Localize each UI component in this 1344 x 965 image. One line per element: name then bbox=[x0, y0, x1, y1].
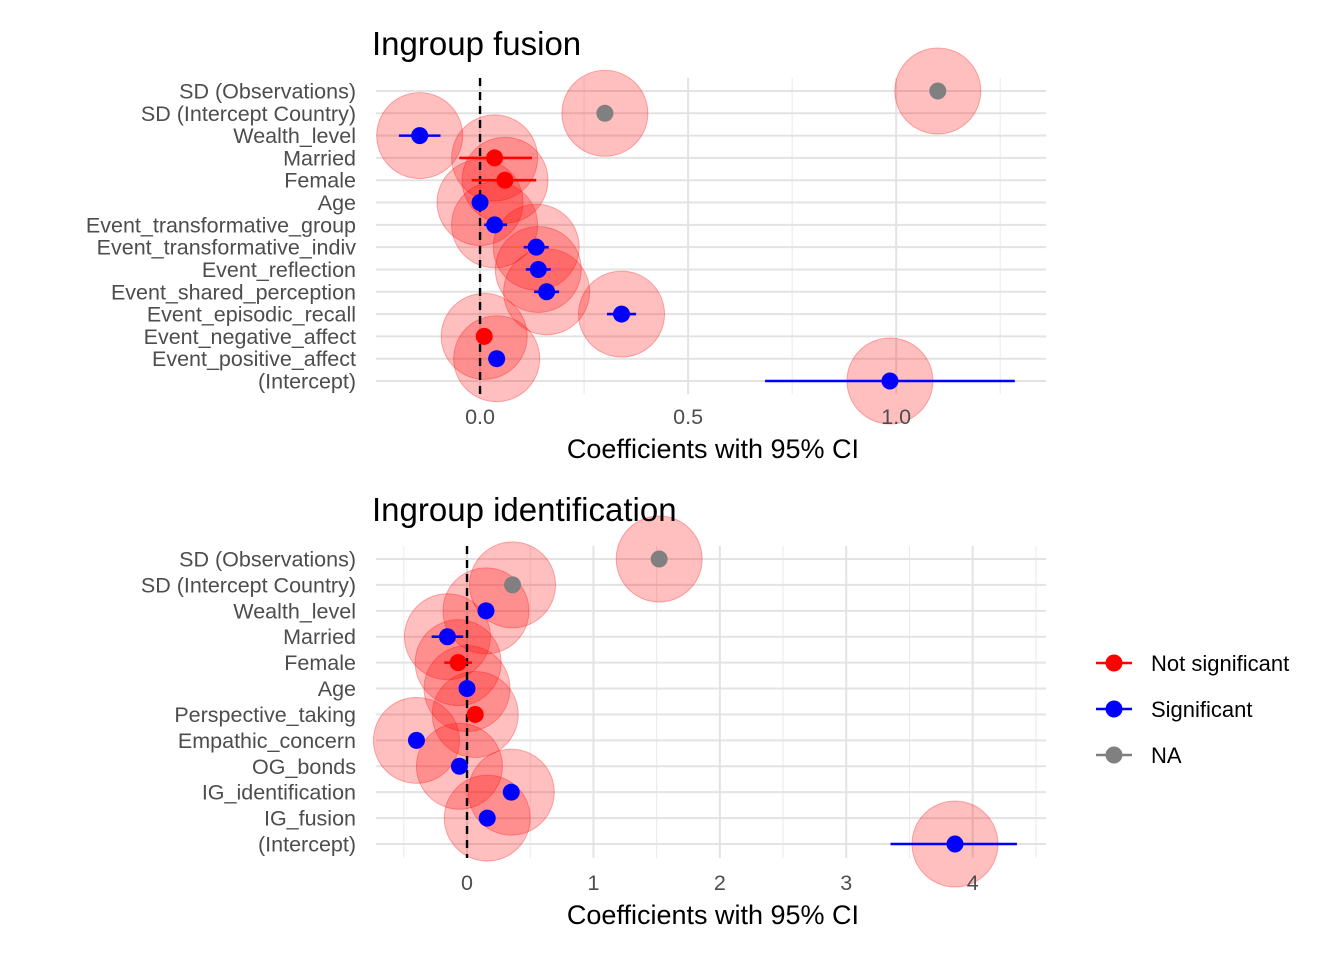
x-axis-title: Coefficients with 95% CI bbox=[567, 900, 859, 930]
y-tick-label: Wealth_level bbox=[233, 599, 356, 623]
y-tick-label: Married bbox=[283, 625, 356, 649]
y-tick-label: SD (Intercept Country) bbox=[141, 102, 356, 126]
legend-label: NA bbox=[1151, 743, 1182, 768]
y-tick-label: Event_negative_affect bbox=[144, 325, 356, 349]
x-tick-labels: 0 1 2 3 4 bbox=[461, 871, 979, 895]
y-tick-label: Married bbox=[283, 146, 356, 170]
legend-key-point bbox=[1105, 700, 1123, 718]
estimate-point bbox=[466, 705, 484, 723]
y-tick-label: Age bbox=[318, 191, 356, 215]
y-tick-label: (Intercept) bbox=[258, 370, 356, 394]
estimate-point bbox=[471, 194, 489, 212]
y-tick-label: (Intercept) bbox=[258, 833, 356, 857]
estimate-point bbox=[438, 628, 456, 646]
estimate-point bbox=[650, 550, 668, 568]
estimate-point bbox=[527, 238, 545, 256]
estimate-point bbox=[613, 305, 631, 323]
x-tick-label: 2 bbox=[714, 871, 726, 895]
x-tick-label: 0 bbox=[461, 871, 473, 895]
y-tick-labels: SD (Observations)SD (Intercept Country)W… bbox=[141, 548, 356, 857]
estimate-point bbox=[486, 149, 504, 167]
x-tick-labels: 0.0 0.5 1.0 bbox=[465, 405, 911, 429]
legend-label: Significant bbox=[1151, 697, 1253, 722]
x-tick-label: 1 bbox=[587, 871, 599, 895]
y-tick-label: OG_bonds bbox=[252, 755, 356, 779]
estimate-point bbox=[477, 602, 495, 620]
panel-title: Ingroup identification bbox=[372, 491, 677, 528]
panel-title: Ingroup fusion bbox=[372, 25, 581, 62]
y-tick-label: Female bbox=[284, 169, 356, 193]
x-tick-label: 4 bbox=[967, 871, 979, 895]
x-tick-label: 0.5 bbox=[673, 405, 703, 429]
points-layer bbox=[407, 550, 1017, 853]
estimate-point bbox=[946, 835, 964, 853]
estimate-point bbox=[475, 327, 493, 345]
x-tick-label: 1.0 bbox=[881, 405, 911, 429]
estimate-point bbox=[596, 104, 614, 122]
chart-panel-2: SD (Observations)SD (Intercept Country)W… bbox=[141, 491, 1046, 930]
estimate-point bbox=[496, 171, 514, 189]
legend-label: Not significant bbox=[1151, 651, 1289, 676]
y-tick-label: Event_positive_affect bbox=[152, 347, 356, 371]
estimate-point bbox=[411, 127, 429, 145]
legend-key-point bbox=[1105, 654, 1123, 672]
y-tick-label: Event_episodic_recall bbox=[147, 303, 356, 327]
y-tick-labels: SD (Observations)SD (Intercept Country)W… bbox=[86, 80, 356, 394]
estimate-point bbox=[504, 576, 522, 594]
y-tick-label: SD (Observations) bbox=[179, 80, 356, 104]
y-tick-label: Wealth_level bbox=[233, 124, 356, 148]
legend-key-point bbox=[1105, 746, 1123, 764]
chart-panel-1: SD (Observations)SD (Intercept Country)W… bbox=[86, 25, 1046, 464]
estimate-point bbox=[488, 350, 506, 368]
y-tick-label: SD (Intercept Country) bbox=[141, 573, 356, 597]
estimate-point bbox=[478, 809, 496, 827]
estimate-point bbox=[486, 216, 504, 234]
y-tick-label: IG_identification bbox=[202, 781, 356, 805]
estimate-point bbox=[449, 654, 467, 672]
estimate-point bbox=[881, 372, 899, 390]
estimate-point bbox=[929, 82, 947, 100]
estimate-point bbox=[529, 260, 547, 278]
x-axis-title: Coefficients with 95% CI bbox=[567, 434, 859, 464]
estimate-point bbox=[538, 283, 556, 301]
y-tick-label: Female bbox=[284, 651, 356, 675]
y-tick-label: Event_transformative_group bbox=[86, 213, 356, 237]
estimate-point bbox=[407, 731, 425, 749]
y-tick-label: Event_shared_perception bbox=[111, 280, 356, 304]
y-tick-label: IG_fusion bbox=[264, 807, 356, 831]
y-tick-label: Event_transformative_indiv bbox=[97, 236, 357, 260]
legend: Not significant Significant NA bbox=[1096, 651, 1289, 768]
y-tick-label: Empathic_concern bbox=[178, 729, 356, 753]
x-tick-label: 0.0 bbox=[465, 405, 495, 429]
estimate-point bbox=[458, 680, 476, 698]
estimate-point bbox=[502, 783, 520, 801]
x-tick-label: 3 bbox=[840, 871, 852, 895]
y-tick-label: Perspective_taking bbox=[174, 703, 356, 727]
y-tick-label: Event_reflection bbox=[202, 258, 356, 282]
y-tick-label: SD (Observations) bbox=[179, 548, 356, 572]
points-layer bbox=[398, 82, 1015, 390]
estimate-point bbox=[450, 757, 468, 775]
halo-layer bbox=[376, 47, 982, 425]
y-tick-label: Age bbox=[318, 677, 356, 701]
